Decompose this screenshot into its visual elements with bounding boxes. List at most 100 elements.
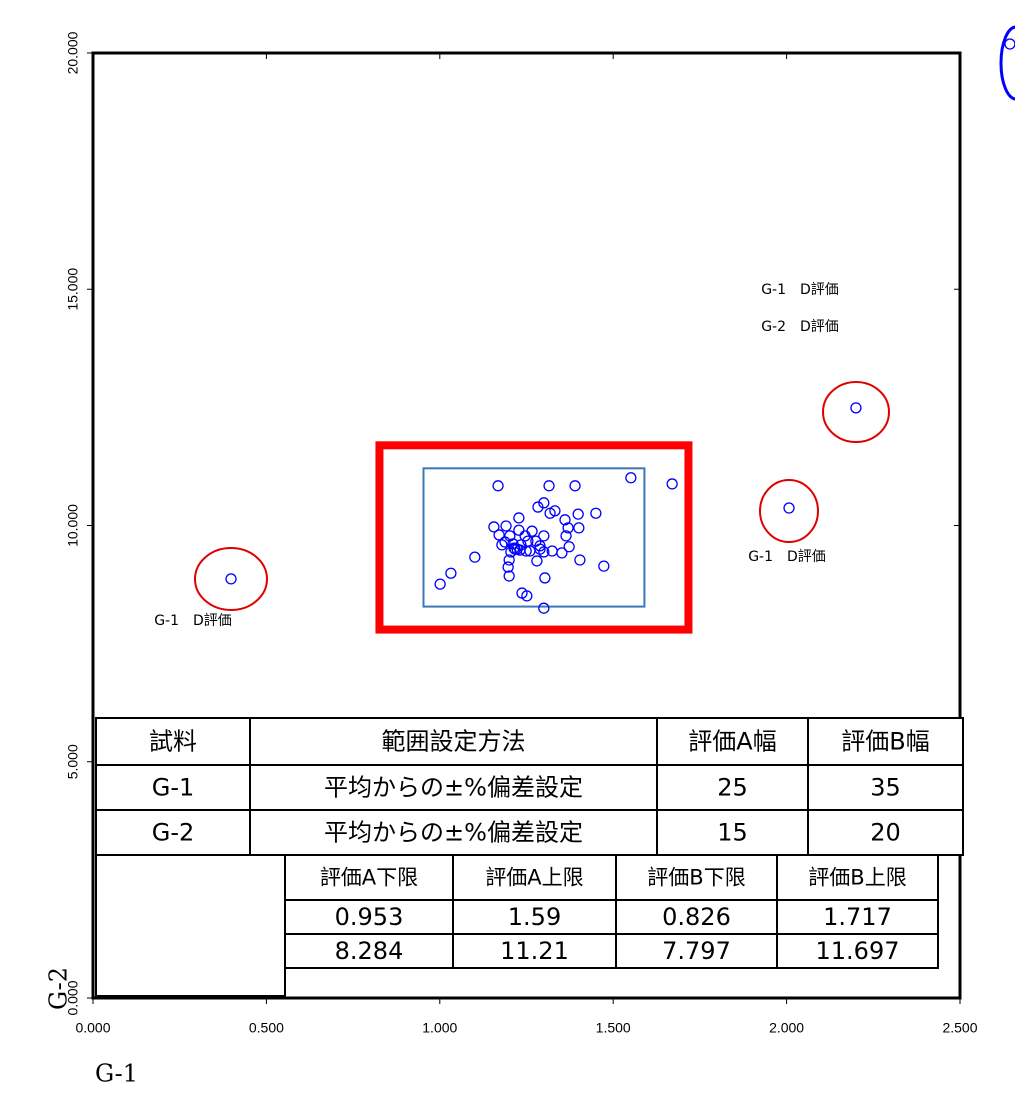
- table-text: 評価B下限: [647, 866, 745, 890]
- table-text: 平均からの±%偏差設定: [324, 774, 583, 802]
- point: [546, 545, 558, 557]
- table-text: 範囲設定方法: [382, 728, 526, 756]
- point: [625, 472, 637, 484]
- point: [496, 539, 508, 551]
- table-text: 11.21: [500, 937, 569, 965]
- point: [850, 402, 862, 414]
- table-text: 試料: [149, 728, 197, 756]
- point: [590, 507, 602, 519]
- point: [538, 497, 550, 509]
- table-cell: [452, 899, 617, 935]
- table-text: 評価B上限: [808, 866, 906, 890]
- y-tick-label: 10.000: [65, 504, 81, 547]
- point: [445, 567, 457, 579]
- table-cell: [284, 854, 454, 901]
- table-cell: [656, 809, 809, 856]
- point: [666, 478, 678, 490]
- x-tick-label: 1.000: [422, 1020, 457, 1036]
- point: [519, 530, 531, 542]
- table-cell: [807, 717, 964, 766]
- plot-frame: [91, 51, 962, 1000]
- x-tick-label: 0.500: [249, 1020, 284, 1036]
- point: [534, 543, 546, 555]
- point: [225, 573, 237, 585]
- point: [513, 524, 525, 536]
- range-a-box: [422, 467, 646, 608]
- point: [503, 570, 515, 582]
- table-text: 1.717: [823, 903, 892, 931]
- table-cell: [807, 809, 964, 856]
- point: [434, 578, 446, 590]
- point: [598, 560, 610, 572]
- point: [520, 545, 532, 557]
- point: [573, 522, 585, 534]
- table-text: 25: [717, 774, 748, 802]
- table-text: 0.826: [662, 903, 731, 931]
- point: [572, 508, 584, 520]
- x-tick-label: 2.000: [769, 1020, 804, 1036]
- x-axis-label: G-1: [95, 1060, 138, 1088]
- outlier-circle: [759, 479, 819, 543]
- table-text: 評価B幅: [841, 728, 929, 756]
- point: [783, 502, 795, 514]
- point: [543, 480, 555, 492]
- table-cell: [776, 899, 939, 935]
- annotation: G-1 D評価: [761, 282, 839, 298]
- table-text: 評価A幅: [688, 728, 776, 756]
- tables: 試料 範囲設定方法 評価A幅 評価B幅 G-1 平均からの±%偏差設定 25 35 G-2 平均か…: [95, 717, 964, 997]
- x-tick-label: 0.000: [75, 1020, 110, 1036]
- table-text: G-2: [152, 819, 195, 847]
- y-tick-label: 20.000: [65, 31, 81, 74]
- point: [538, 530, 550, 542]
- point: [532, 501, 544, 513]
- table-cell: [452, 933, 617, 969]
- y-axis-label: G-2: [45, 967, 73, 1010]
- table-text: 1.59: [508, 903, 561, 931]
- annotation: G-2 D評価: [761, 319, 839, 335]
- table-cell: [249, 809, 658, 856]
- highlight-ellipse: [999, 25, 1015, 101]
- point: [563, 541, 575, 553]
- table-text: 平均からの±%偏差設定: [324, 819, 583, 847]
- table-cell: [776, 933, 939, 969]
- y-tick-label: 5.000: [65, 744, 81, 779]
- table-text: 20: [870, 819, 901, 847]
- y-tick-label: 15.000: [65, 268, 81, 311]
- point: [544, 507, 556, 519]
- table-text: 0.953: [335, 903, 404, 931]
- point: [539, 572, 551, 584]
- table-text: 35: [870, 774, 901, 802]
- table-text: G-1: [152, 774, 195, 802]
- table-text: 11.697: [816, 937, 900, 965]
- point: [493, 529, 505, 541]
- table-cell: [656, 717, 809, 766]
- point: [500, 520, 512, 532]
- range-b-box: [375, 441, 693, 634]
- table-text: 15: [717, 819, 748, 847]
- table-cell: [95, 717, 251, 766]
- plot-area: G-1 D評価 G-2 D評価 G-1 D評価 G-1 D評価: [87, 38, 1015, 1004]
- point: [469, 551, 481, 563]
- table-text: 8.284: [335, 937, 404, 965]
- outlier-circle: [194, 547, 268, 611]
- point: [492, 480, 504, 492]
- table-text: 評価A下限: [320, 866, 418, 890]
- table-cell: [615, 933, 778, 969]
- point: [559, 514, 571, 526]
- table-cell: [95, 809, 251, 856]
- table-cell: [95, 854, 286, 997]
- point: [513, 512, 525, 524]
- point: [508, 542, 520, 554]
- point: [488, 521, 500, 533]
- x-tick-label: 2.500: [942, 1020, 977, 1036]
- y-tick-label: 0.000: [65, 980, 81, 1015]
- table-text: 7.797: [662, 937, 731, 965]
- point: [534, 540, 546, 552]
- point: [569, 480, 581, 492]
- outlier-circle: [822, 381, 890, 443]
- point: [574, 554, 586, 566]
- point: [503, 554, 515, 566]
- annotation: G-1 D評価: [154, 613, 232, 629]
- point: [538, 602, 550, 614]
